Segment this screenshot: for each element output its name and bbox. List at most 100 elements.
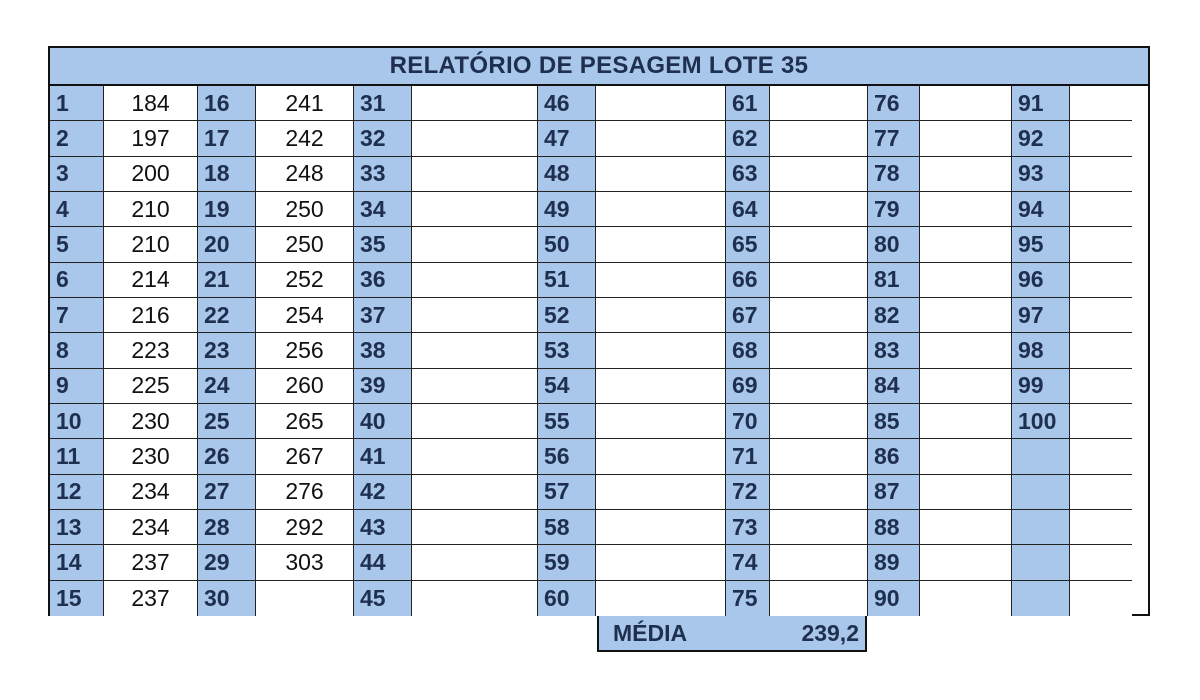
weight-value-cell: 234 xyxy=(104,474,198,510)
weight-value-cell xyxy=(596,191,726,228)
item-number-cell: 21 xyxy=(198,262,256,298)
item-number-cell: 79 xyxy=(868,191,920,228)
weight-value-cell xyxy=(770,333,868,369)
item-number-cell: 87 xyxy=(868,474,920,510)
weight-value-cell: 242 xyxy=(256,121,354,157)
item-number-cell: 7 xyxy=(50,297,104,334)
weight-value-cell xyxy=(596,156,726,192)
item-number-cell xyxy=(1012,580,1070,616)
item-number-cell: 56 xyxy=(538,439,596,475)
item-number-cell: 59 xyxy=(538,545,596,581)
item-number-cell: 88 xyxy=(868,509,920,546)
weight-value-cell xyxy=(770,509,868,546)
weight-value-cell: 237 xyxy=(104,580,198,616)
weight-value-cell xyxy=(596,439,726,475)
weight-value-cell xyxy=(1070,227,1132,263)
item-number-cell: 6 xyxy=(50,262,104,298)
weight-value-cell xyxy=(596,368,726,404)
item-number-cell: 52 xyxy=(538,297,596,334)
weight-value-cell: 225 xyxy=(104,368,198,404)
weight-value-cell xyxy=(1070,191,1132,228)
weight-value-cell xyxy=(920,297,1012,334)
item-number-cell: 23 xyxy=(198,333,256,369)
weight-value-cell xyxy=(412,368,538,404)
weight-value-cell xyxy=(596,121,726,157)
item-number-cell: 17 xyxy=(198,121,256,157)
weight-value-cell xyxy=(1070,86,1132,122)
weight-value-cell xyxy=(596,262,726,298)
weight-value-cell: 250 xyxy=(256,191,354,228)
item-number-cell: 33 xyxy=(354,156,412,192)
item-number-cell: 83 xyxy=(868,333,920,369)
item-number-cell: 39 xyxy=(354,368,412,404)
weight-value-cell: 256 xyxy=(256,333,354,369)
weight-value-cell xyxy=(412,509,538,546)
item-number-cell: 77 xyxy=(868,121,920,157)
weight-value-cell: 248 xyxy=(256,156,354,192)
weight-value-cell xyxy=(920,191,1012,228)
item-number-cell: 4 xyxy=(50,191,104,228)
weight-value-cell: 260 xyxy=(256,368,354,404)
weight-value-cell xyxy=(920,121,1012,157)
item-number-cell: 91 xyxy=(1012,86,1070,122)
weight-value-cell xyxy=(920,86,1012,122)
item-number-cell: 62 xyxy=(726,121,770,157)
weight-value-cell: 250 xyxy=(256,227,354,263)
weight-value-cell xyxy=(920,509,1012,546)
item-number-cell: 55 xyxy=(538,403,596,440)
item-number-cell: 14 xyxy=(50,545,104,581)
item-number-cell: 70 xyxy=(726,403,770,440)
item-number-cell: 68 xyxy=(726,333,770,369)
weight-value-cell xyxy=(412,156,538,192)
item-number-cell: 60 xyxy=(538,580,596,616)
weight-value-cell: 230 xyxy=(104,403,198,440)
item-number-cell: 53 xyxy=(538,333,596,369)
item-number-cell: 35 xyxy=(354,227,412,263)
weight-value-cell xyxy=(770,545,868,581)
item-number-cell: 27 xyxy=(198,474,256,510)
item-number-cell: 71 xyxy=(726,439,770,475)
weight-value-cell xyxy=(596,333,726,369)
item-number-cell: 18 xyxy=(198,156,256,192)
average-value: 239,2 xyxy=(801,619,859,646)
weight-value-cell: 237 xyxy=(104,545,198,581)
average-label: MÉDIA xyxy=(613,619,688,646)
item-number-cell: 94 xyxy=(1012,191,1070,228)
weight-value-cell: 210 xyxy=(104,191,198,228)
weight-value-cell: 241 xyxy=(256,86,354,122)
item-number-cell xyxy=(1012,545,1070,581)
weight-value-cell xyxy=(1070,368,1132,404)
weight-value-cell xyxy=(920,368,1012,404)
weight-value-cell xyxy=(412,403,538,440)
item-number-cell: 80 xyxy=(868,227,920,263)
item-number-cell xyxy=(1012,474,1070,510)
item-number-cell: 41 xyxy=(354,439,412,475)
weight-value-cell: 214 xyxy=(104,262,198,298)
item-number-cell: 64 xyxy=(726,191,770,228)
weight-value-cell: 254 xyxy=(256,297,354,334)
weight-value-cell xyxy=(770,227,868,263)
weight-value-cell xyxy=(920,262,1012,298)
item-number-cell: 58 xyxy=(538,509,596,546)
weight-value-cell xyxy=(412,121,538,157)
weight-value-cell xyxy=(770,368,868,404)
weight-value-cell xyxy=(770,580,868,616)
item-number-cell: 65 xyxy=(726,227,770,263)
item-number-cell: 96 xyxy=(1012,262,1070,298)
weight-value-cell xyxy=(412,297,538,334)
item-number-cell: 36 xyxy=(354,262,412,298)
item-number-cell: 45 xyxy=(354,580,412,616)
weight-value-cell xyxy=(1070,545,1132,581)
weight-value-cell xyxy=(920,227,1012,263)
weight-value-cell xyxy=(412,262,538,298)
item-number-cell: 90 xyxy=(868,580,920,616)
weight-value-cell xyxy=(920,156,1012,192)
weight-value-cell xyxy=(1070,156,1132,192)
item-number-cell: 16 xyxy=(198,86,256,122)
weight-value-cell xyxy=(1070,474,1132,510)
weight-value-cell xyxy=(596,545,726,581)
weight-value-cell xyxy=(596,474,726,510)
item-number-cell: 67 xyxy=(726,297,770,334)
weight-value-cell: 303 xyxy=(256,545,354,581)
weight-value-cell: 265 xyxy=(256,403,354,440)
